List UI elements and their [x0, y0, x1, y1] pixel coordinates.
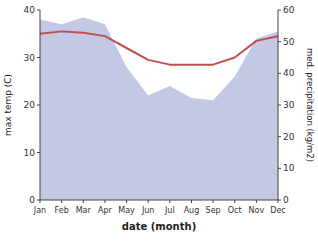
x-tick	[104, 200, 105, 203]
x-tick-label: Dec	[270, 206, 285, 215]
y2-tick-label: 50	[283, 37, 295, 47]
x-tick-label: Jul	[164, 206, 175, 215]
y-tick	[37, 105, 40, 106]
x-tick-label: Jun	[141, 206, 155, 215]
y-tick-label: 30	[24, 53, 36, 63]
x-tick-label: Jan	[33, 206, 46, 215]
y2-tick-label: 0	[283, 195, 289, 205]
y2-tick	[278, 105, 281, 106]
y-tick-label: 20	[24, 100, 36, 110]
x-tick-label: Oct	[228, 206, 242, 215]
x-tick	[148, 200, 149, 203]
y2-tick-label: 20	[283, 132, 295, 142]
y-tick	[37, 152, 40, 153]
y2-tick	[278, 168, 281, 169]
y2-tick-label: 30	[283, 100, 295, 110]
x-tick-label: Mar	[76, 206, 92, 215]
x-tick	[213, 200, 214, 203]
x-tick-label: May	[118, 206, 135, 215]
x-tick-label: Sep	[206, 206, 221, 215]
area	[40, 17, 278, 200]
y-tick-label: 0	[29, 195, 35, 205]
plot-area	[40, 17, 278, 200]
x-tick	[40, 200, 41, 203]
y2-tick-label: 10	[283, 163, 295, 173]
y2-axis-label: med. precipitation (kg/m2)	[305, 48, 315, 162]
y-tick-label: 40	[24, 5, 36, 15]
x-tick	[83, 200, 84, 203]
y-axis-label: max temp (C)	[3, 74, 13, 136]
x-axis-line	[40, 200, 278, 201]
x-tick	[256, 200, 257, 203]
x-tick	[169, 200, 170, 203]
x-tick-label: Feb	[55, 206, 69, 215]
y2-tick-label: 60	[283, 5, 295, 15]
x-tick-label: Aug	[184, 206, 200, 215]
x-tick	[191, 200, 192, 203]
y2-tick	[278, 136, 281, 137]
y2-tick-label: 40	[283, 68, 295, 78]
x-tick	[61, 200, 62, 203]
x-tick	[278, 200, 279, 203]
x-axis-label: date (month)	[122, 221, 196, 232]
y2-tick	[278, 10, 281, 11]
y-tick	[37, 57, 40, 58]
x-tick-label: Apr	[98, 206, 113, 215]
y2-tick	[278, 73, 281, 74]
x-tick-label: Nov	[249, 206, 265, 215]
chart: 0 10 20 30 40 0 10 20 30 40 50 60 Jan Feb Mar Apr May Jun…	[0, 0, 318, 247]
y-tick	[37, 10, 40, 11]
y2-tick	[278, 41, 281, 42]
x-tick	[234, 200, 235, 203]
y-tick-label: 10	[24, 148, 36, 158]
x-tick	[126, 200, 127, 203]
line	[40, 31, 278, 64]
